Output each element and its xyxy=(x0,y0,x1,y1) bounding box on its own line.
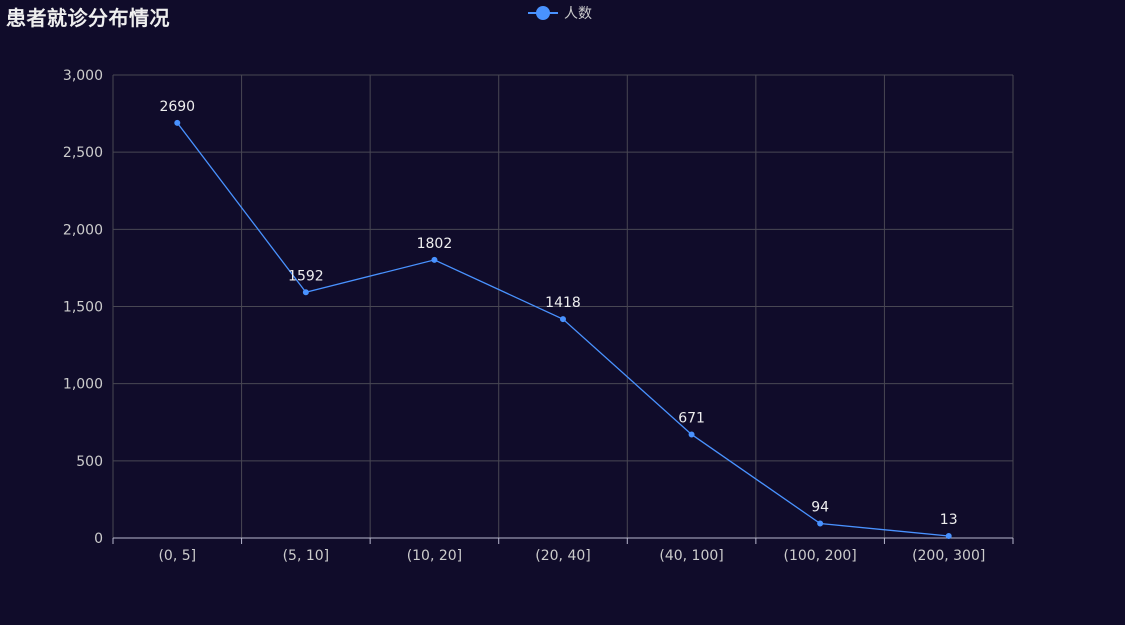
x-tick-label: (200, 300] xyxy=(912,548,985,564)
chart-title: 患者就诊分布情况 xyxy=(6,6,170,30)
y-tick-label: 1,000 xyxy=(63,377,103,393)
data-point[interactable] xyxy=(302,289,309,296)
series-layer xyxy=(174,119,952,539)
axis-layer: 0 500 1,000 1,500 2,000 2,500 3,000 (0, 5] (5, 1… xyxy=(63,68,1014,564)
x-tick-label: (10, 20] xyxy=(407,548,462,564)
data-point[interactable] xyxy=(431,256,438,263)
data-label: 13 xyxy=(940,512,958,528)
data-point[interactable] xyxy=(174,119,181,126)
data-label: 1418 xyxy=(545,295,581,311)
grid-layer xyxy=(112,74,1014,538)
x-tick-label: (5, 10] xyxy=(283,548,330,564)
y-tick-label: 3,000 xyxy=(63,68,103,84)
legend[interactable]: 人数 xyxy=(528,3,592,23)
data-point[interactable] xyxy=(945,532,952,539)
series-line xyxy=(176,122,949,537)
data-label: 94 xyxy=(811,499,829,515)
y-tick-label: 1,500 xyxy=(63,300,103,316)
y-tick-label: 2,500 xyxy=(63,145,103,161)
x-tick-label: (20, 40] xyxy=(535,548,590,564)
y-tick-label: 500 xyxy=(76,454,103,470)
y-tick-label: 0 xyxy=(94,531,103,547)
legend-label: 人数 xyxy=(564,6,592,22)
data-label: 671 xyxy=(678,410,705,426)
data-label: 1802 xyxy=(417,236,453,252)
data-label-layer: 2690 1592 1802 1418 671 94 13 xyxy=(159,99,957,528)
data-label: 1592 xyxy=(288,268,324,284)
x-tick-label: (40, 100] xyxy=(659,548,723,564)
data-point[interactable] xyxy=(688,431,695,438)
data-label: 2690 xyxy=(159,99,195,115)
data-point[interactable] xyxy=(817,520,824,527)
data-point[interactable] xyxy=(560,316,566,323)
y-tick-label: 2,000 xyxy=(63,222,103,238)
x-tick-label: (0, 5] xyxy=(158,548,196,564)
x-tick-label: (100, 200] xyxy=(784,548,857,564)
legend-series-icon xyxy=(528,6,558,20)
